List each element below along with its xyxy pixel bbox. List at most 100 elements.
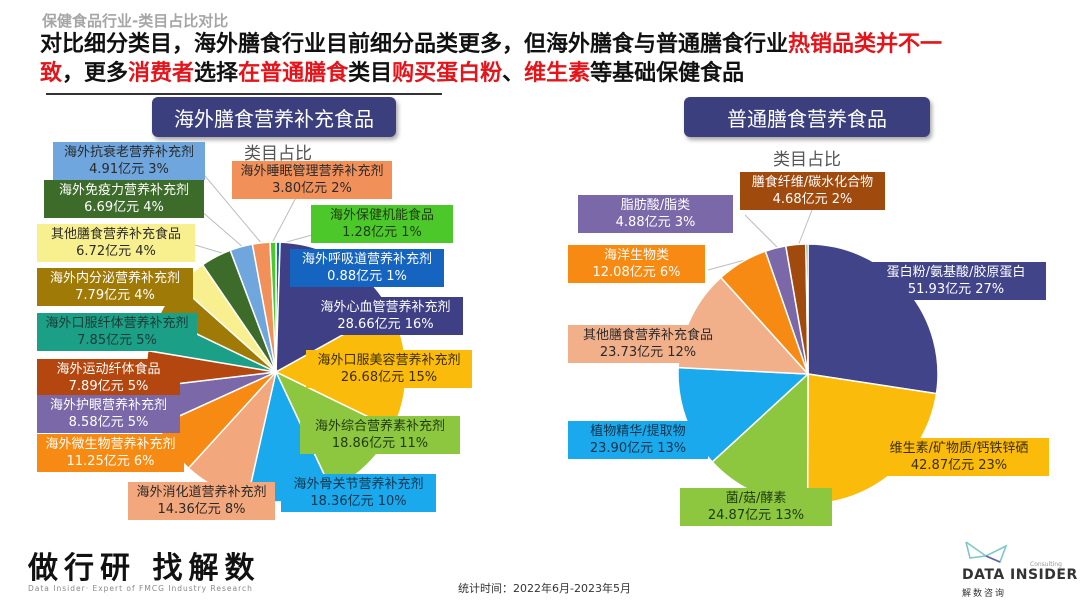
headline-highlight: 在普通膳食 bbox=[238, 61, 349, 86]
logo-cn: 解数咨询 bbox=[962, 589, 1007, 599]
slice-label-value: 7.85亿元 5% bbox=[77, 333, 157, 348]
slice-label-name: 其他膳食营养补充食品 bbox=[50, 227, 181, 242]
slice-label-name: 海外微生物营养补充剂 bbox=[45, 437, 176, 452]
slice-label-value: 3.80亿元 2% bbox=[272, 181, 352, 196]
slice-label-name: 菌/菇/酵素 bbox=[725, 491, 787, 506]
slice-label: 海外内分泌营养补充剂 7.79亿元 4% bbox=[37, 268, 193, 306]
footer-slogan: 做行研 找解数 bbox=[28, 551, 261, 586]
slice-label: 海外骨关节营养补充剂 18.36亿元 10% bbox=[281, 474, 436, 512]
headline-highlight: 购买蛋白粉 bbox=[392, 61, 503, 86]
slice-label-name: 脂肪酸/脂类 bbox=[620, 198, 691, 213]
slice-label-value: 0.88亿元 1% bbox=[327, 269, 407, 284]
slice-label-name: 其他膳食营养补充食品 bbox=[582, 328, 713, 343]
slice-label: 海外呼吸道营养补充剂 0.88亿元 1% bbox=[290, 249, 444, 287]
slice-label-value: 8.58亿元 5% bbox=[68, 415, 149, 430]
data-insider-logo-icon bbox=[965, 541, 1008, 564]
slice-label: 其他膳食营养补充食品 6.72亿元 4% bbox=[37, 224, 195, 262]
slice-label: 海外睡眠管理营养补充剂 3.80亿元 2% bbox=[232, 161, 392, 199]
left-chart-banner: 海外膳食营养补充食品 bbox=[152, 97, 396, 137]
right-chart-caption: 类目占比 bbox=[773, 150, 841, 170]
headline-highlight: 热销品类并不一 bbox=[788, 32, 943, 57]
slice-label: 海外口服纤体营养补充剂 7.85亿元 5% bbox=[37, 313, 197, 351]
slice-label: 海外消化道营养补充剂 14.36亿元 8% bbox=[128, 482, 275, 520]
slice-label-value: 12.08亿元 6% bbox=[592, 265, 681, 280]
headline-text: 等基础保健食品 bbox=[590, 61, 745, 86]
slice-label-name: 膳食纤维/碳水化合物 bbox=[751, 175, 874, 190]
slice-label-value: 24.87亿元 13% bbox=[707, 508, 805, 523]
pie-slice bbox=[677, 366, 810, 464]
slice-label-value: 11.25亿元 6% bbox=[66, 454, 155, 469]
slice-label-value: 18.36亿元 10% bbox=[310, 494, 407, 509]
headline-text: 选择 bbox=[194, 61, 239, 86]
slice-label-name: 海外综合营养素补充剂 bbox=[314, 419, 445, 434]
slice-label-value: 6.69亿元 4% bbox=[84, 200, 164, 215]
slice-label: 膳食纤维/碳水化合物 4.68亿元 2% bbox=[740, 172, 885, 210]
title-divider bbox=[46, 93, 442, 95]
slice-label-name: 海外内分泌营养补充剂 bbox=[49, 271, 180, 286]
headline-highlight: 消费者 bbox=[128, 61, 195, 86]
slice-label: 植物精华/提取物 23.90亿元 13% bbox=[568, 421, 708, 459]
slice-label-value: 6.72亿元 4% bbox=[76, 244, 156, 259]
slice-label-name: 蛋白粉/氨基酸/胶原蛋白 bbox=[886, 265, 1026, 280]
slice-label-value: 26.68亿元 15% bbox=[340, 370, 438, 385]
pie-slice bbox=[269, 241, 277, 373]
slice-label: 海外运动纤体食品 7.89亿元 5% bbox=[37, 359, 180, 397]
slice-label-value: 4.88亿元 3% bbox=[615, 215, 696, 230]
slice-label-name: 海外口服纤体营养补充剂 bbox=[45, 316, 189, 331]
slice-label-name: 海外骨关节营养补充剂 bbox=[293, 477, 424, 492]
slice-label-value: 28.66亿元 16% bbox=[337, 317, 434, 332]
slice-label: 海外免疫力营养补充剂 6.69亿元 4% bbox=[44, 180, 204, 218]
slice-label-value: 1.28亿元 1% bbox=[342, 225, 422, 240]
slice-label-name: 海外免疫力营养补充剂 bbox=[58, 183, 189, 198]
slice-label-name: 海外运动纤体食品 bbox=[56, 362, 161, 377]
headline-text: 、 bbox=[502, 61, 525, 86]
slice-label-name: 海外抗衰老营养补充剂 bbox=[63, 145, 194, 160]
slice-label-name: 海外心血管营养补充剂 bbox=[320, 300, 451, 315]
headline-text: ，更多 bbox=[62, 61, 129, 86]
slice-label-value: 51.93亿元 27% bbox=[907, 282, 1005, 297]
headline-highlight: 致 bbox=[40, 61, 63, 86]
logo-text: DATA INSIDER bbox=[962, 567, 1078, 583]
right-chart-banner: 普通膳食营养食品 bbox=[684, 97, 930, 137]
slice-label-name: 植物精华/提取物 bbox=[590, 424, 686, 439]
footer-slogan-sub: Data Insider· Expert of FMCG Industry Re… bbox=[28, 584, 253, 593]
slice-label: 海外口服美容营养补充剂 26.68亿元 15% bbox=[306, 350, 472, 388]
slice-label-value: 23.73亿元 12% bbox=[599, 345, 697, 360]
slice-label-name: 海外护眼营养补充剂 bbox=[49, 398, 167, 413]
slice-label: 海外心血管营养补充剂 28.66亿元 16% bbox=[308, 297, 463, 335]
slice-label: 脂肪酸/脂类 4.88亿元 3% bbox=[578, 195, 733, 233]
slice-label: 其他膳食营养补充食品 23.73亿元 12% bbox=[568, 325, 728, 363]
slice-label-value: 18.86亿元 11% bbox=[331, 436, 429, 451]
slice-label-value: 7.89亿元 5% bbox=[68, 379, 149, 394]
slice-label-name: 海外睡眠管理营养补充剂 bbox=[240, 164, 384, 179]
slice-label-name: 海外呼吸道营养补充剂 bbox=[301, 252, 432, 267]
section-subtitle: 保健食品行业-类目占比对比 bbox=[42, 12, 229, 30]
slice-label: 蛋白粉/氨基酸/胶原蛋白 51.93亿元 27% bbox=[866, 262, 1046, 300]
slice-label-name: 海洋生物类 bbox=[603, 248, 669, 263]
slice-label: 海外护眼营养补充剂 8.58亿元 5% bbox=[37, 395, 180, 433]
stat-time: 统计时间：2022年6月-2023年5月 bbox=[458, 582, 631, 595]
logo-consulting: Consulting bbox=[1030, 561, 1062, 568]
slice-label: 海外综合营养素补充剂 18.86亿元 11% bbox=[300, 416, 460, 454]
slice-label: 菌/菇/酵素 24.87亿元 13% bbox=[680, 488, 832, 526]
left-chart-caption: 类目占比 bbox=[244, 144, 312, 164]
slice-label-value: 23.90亿元 13% bbox=[589, 441, 687, 456]
slice-label-value: 4.68亿元 2% bbox=[772, 192, 853, 207]
slice-label: 维生素/矿物质/钙铁锌硒 42.87亿元 23% bbox=[869, 438, 1049, 476]
pie-slice bbox=[805, 243, 809, 375]
slice-label-value: 4.91亿元 3% bbox=[89, 162, 169, 177]
headline-text: 类目 bbox=[348, 61, 393, 86]
slice-label: 海外保健机能食品 1.28亿元 1% bbox=[311, 205, 453, 243]
headline: 对比细分类目，海外膳食行业目前细分品类更多，但海外膳食与普通膳食行业热销品类并不… bbox=[40, 30, 1050, 88]
slice-label-name: 海外保健机能食品 bbox=[329, 208, 434, 223]
slice-label: 海外微生物营养补充剂 11.25亿元 6% bbox=[37, 434, 184, 472]
slice-label-name: 海外口服美容营养补充剂 bbox=[317, 353, 461, 368]
slice-label-name: 维生素/矿物质/钙铁锌硒 bbox=[889, 441, 1029, 456]
slice-label: 海外抗衰老营养补充剂 4.91亿元 3% bbox=[53, 142, 205, 180]
slice-label-value: 42.87亿元 23% bbox=[910, 458, 1008, 473]
headline-text: 对比细分类目，海外膳食行业目前细分品类更多，但海外膳食与普通膳食行业 bbox=[40, 32, 789, 57]
slice-label-value: 14.36亿元 8% bbox=[157, 502, 246, 517]
headline-highlight: 维生素 bbox=[524, 61, 591, 86]
leader-lines bbox=[194, 169, 813, 271]
slice-label: 海洋生物类 12.08亿元 6% bbox=[568, 245, 705, 283]
